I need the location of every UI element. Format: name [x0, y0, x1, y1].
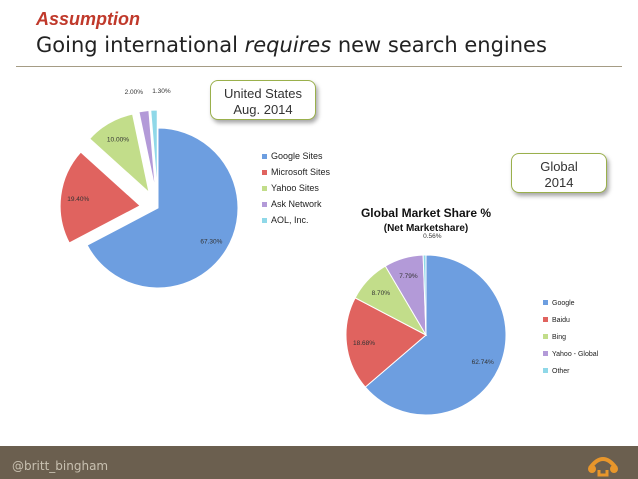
- legend-label: Bing: [552, 334, 566, 341]
- global-callout-line1: Global: [540, 159, 578, 174]
- chart-title: Global Market Share %: [361, 206, 491, 220]
- legend-swatch: [262, 218, 267, 223]
- legend-swatch: [543, 317, 548, 322]
- pie-chart-1: Global Market Share % (Net Marketshare) 62…: [345, 206, 599, 416]
- legend-swatch: [262, 170, 267, 175]
- slice-value-label: 1.30%: [152, 88, 171, 95]
- logo-icon: [588, 457, 618, 477]
- title-part-2: new search engines: [331, 33, 547, 57]
- legend-label: Yahoo - Global: [552, 351, 599, 358]
- kicker: Assumption: [36, 9, 141, 29]
- global-callout: Global 2014: [511, 153, 607, 193]
- pie-slice: [88, 113, 150, 194]
- legend-label: AOL, Inc.: [271, 215, 309, 225]
- chart-subtitle: (Net Marketshare): [384, 223, 468, 234]
- pie-slice: [150, 109, 158, 191]
- legend-swatch: [543, 351, 548, 356]
- legend-label: Baidu: [552, 317, 570, 324]
- slice-value-label: 7.79%: [399, 273, 418, 280]
- legend-label: Other: [552, 368, 570, 375]
- legend-swatch: [543, 300, 548, 305]
- legend-label: Google: [552, 300, 575, 307]
- global-callout-line2: 2014: [544, 175, 574, 190]
- charts-canvas: 67.30% Google Sites 19.40% Microsoft Sites 1…: [59, 88, 599, 416]
- slice-value-label: 18.68%: [353, 340, 375, 347]
- us-callout: United States Aug. 2014: [210, 80, 316, 120]
- slice-value-label: 2.00%: [125, 89, 144, 96]
- legend-label: Yahoo Sites: [271, 183, 319, 193]
- title-emphasis: requires: [244, 33, 332, 57]
- slice-value-label: 10.00%: [107, 136, 129, 143]
- pie-slice: [59, 151, 142, 244]
- slice-value-label: 62.74%: [472, 359, 494, 366]
- pie-slice: [345, 297, 427, 388]
- slice-value-label: 0.56%: [423, 233, 442, 240]
- pie-chart-0: 67.30% Google Sites 19.40% Microsoft Sites 1…: [59, 88, 331, 289]
- legend-swatch: [262, 202, 267, 207]
- us-callout-line2: Aug. 2014: [233, 102, 293, 117]
- title-rule: [16, 66, 622, 67]
- footer: @britt_bingham: [0, 446, 638, 479]
- slice-value-label: 67.30%: [200, 238, 222, 245]
- slice-value-label: 19.40%: [67, 196, 89, 203]
- legend-label: Google Sites: [271, 151, 323, 161]
- legend-label: Microsoft Sites: [271, 167, 331, 177]
- title-part-1: Going international: [36, 33, 245, 57]
- twitter-handle: @britt_bingham: [12, 459, 109, 473]
- legend-label: Ask Network: [271, 199, 322, 209]
- slice-value-label: 8.70%: [372, 290, 391, 297]
- slide-title: Going international requires new search …: [36, 33, 547, 57]
- legend-swatch: [543, 334, 548, 339]
- pie-slice: [86, 127, 239, 289]
- pie-slice: [422, 254, 427, 336]
- pie-slice: [138, 109, 156, 191]
- legend-swatch: [262, 154, 267, 159]
- legend-swatch: [543, 368, 548, 373]
- legend-swatch: [262, 186, 267, 191]
- pie-slice: [364, 254, 507, 416]
- us-callout-line1: United States: [223, 86, 303, 101]
